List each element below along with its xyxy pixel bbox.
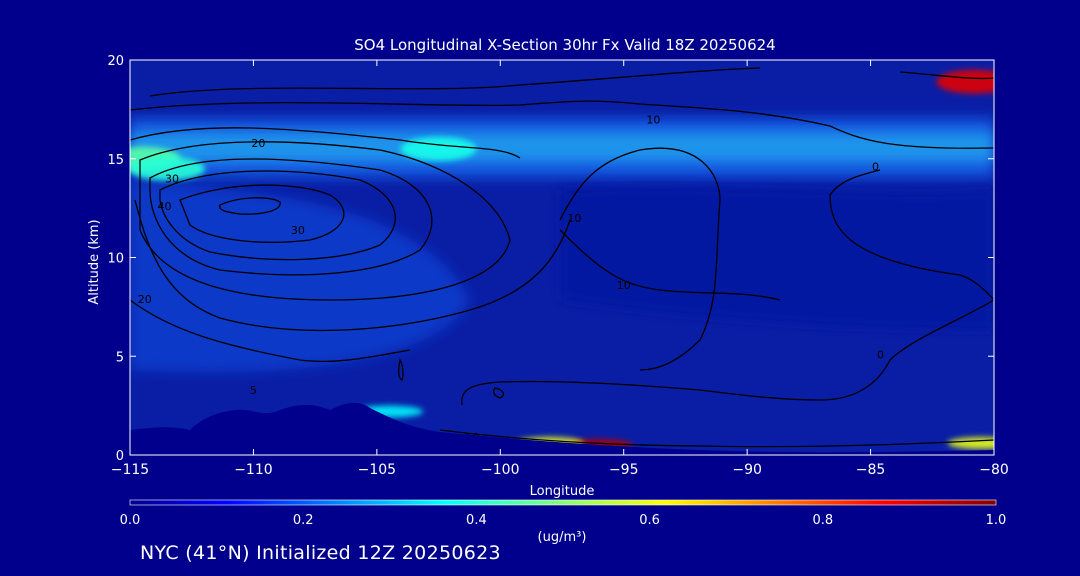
colorbar-units: (ug/m³) xyxy=(538,530,587,545)
contour-line xyxy=(493,387,505,399)
colorbar-tick-label: 0.2 xyxy=(293,513,314,528)
contour-line xyxy=(130,299,411,363)
contour-line xyxy=(139,141,511,301)
contour-line xyxy=(179,184,345,243)
colorbar-tick-label: 0.8 xyxy=(812,513,833,528)
colorbar-ticks: 0.0 0.2 0.4 0.6 0.8 1.0 xyxy=(120,513,1007,528)
y-tick-label: 0 xyxy=(116,449,124,464)
contour-line xyxy=(398,358,404,381)
concentration-hotspot xyxy=(130,156,206,181)
contour-label: 20 xyxy=(251,137,265,150)
contour-line xyxy=(130,127,521,159)
mid-level-region xyxy=(130,180,470,373)
contour-line xyxy=(461,299,994,406)
x-tick-label: −110 xyxy=(234,462,272,478)
y-tick-label: 20 xyxy=(107,54,124,69)
contour-label: 10 xyxy=(646,113,660,126)
contour-line xyxy=(149,158,433,276)
contour-label: 5 xyxy=(250,384,257,397)
colorbar xyxy=(129,499,997,506)
contour-line xyxy=(559,147,721,371)
colorbar-tick-label: 0.4 xyxy=(466,513,487,528)
contour-label: 30 xyxy=(165,173,179,186)
contour-label: 0 xyxy=(872,161,879,174)
concentration-hotspot xyxy=(947,437,994,450)
x-tick-label: −105 xyxy=(358,462,396,478)
contour-line xyxy=(219,197,281,215)
x-tick-label: −80 xyxy=(979,462,1009,478)
contour-line xyxy=(130,100,994,149)
contour-label: 10 xyxy=(617,279,631,292)
x-tick-label: −85 xyxy=(856,462,886,478)
contour-line xyxy=(159,170,396,261)
colorbar-tick-label: 1.0 xyxy=(986,513,1007,528)
x-tick-label: −100 xyxy=(481,462,519,478)
contour-line xyxy=(149,67,761,97)
terrain xyxy=(130,402,994,455)
colorbar-tick-label: 0.0 xyxy=(120,513,141,528)
concentration-hotspot xyxy=(400,136,477,161)
dark-core-region xyxy=(560,187,994,330)
y-tick-label: 5 xyxy=(116,350,124,365)
x-axis: −115 −110 −105 −100 −95 −90 −85 −80 xyxy=(111,60,1009,478)
x-axis-label: Longitude xyxy=(530,484,595,499)
contour-label: 40 xyxy=(158,200,172,213)
upper-sulfate-band-core xyxy=(130,132,994,162)
contour-label: 20 xyxy=(138,293,152,306)
contour-line xyxy=(829,169,994,301)
contour-line xyxy=(559,229,781,301)
y-axis: 0 5 10 15 20 xyxy=(107,54,994,464)
contour-lines xyxy=(130,67,994,448)
contour-line xyxy=(439,429,994,448)
contour-line xyxy=(899,71,994,80)
x-tick-label: −90 xyxy=(732,462,762,478)
contour-label: 10 xyxy=(567,212,581,225)
y-tick-label: 10 xyxy=(107,252,124,267)
y-axis-label: Altitude (km) xyxy=(87,219,102,304)
contour-line xyxy=(134,199,571,332)
contour-label: 30 xyxy=(291,224,305,237)
footer-caption: NYC (41°N) Initialized 12Z 20250623 xyxy=(140,542,501,564)
y-tick-label: 15 xyxy=(107,153,124,168)
x-tick-label: −95 xyxy=(609,462,639,478)
concentration-hotspot xyxy=(936,69,994,94)
contour-label: 0 xyxy=(877,348,884,361)
x-tick-label: −115 xyxy=(111,462,149,478)
chart-title: SO4 Longitudinal X-Section 30hr Fx Valid… xyxy=(354,36,775,54)
colorbar-tick-label: 0.6 xyxy=(639,513,660,528)
